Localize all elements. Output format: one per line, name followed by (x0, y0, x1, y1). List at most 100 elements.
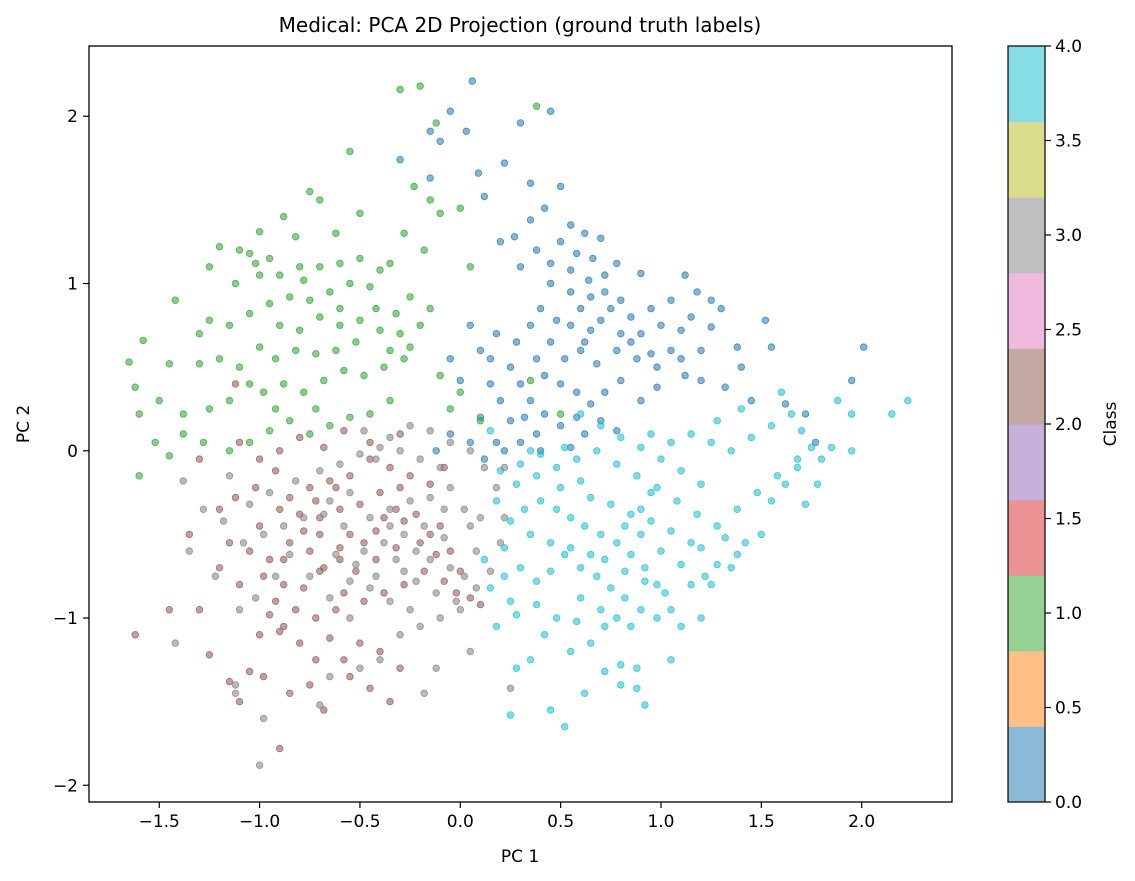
data-point (312, 497, 320, 505)
data-point (426, 530, 434, 539)
data-point (225, 677, 234, 686)
data-point (727, 447, 735, 455)
data-point (396, 85, 404, 94)
data-point (567, 321, 575, 329)
data-point (466, 321, 474, 329)
data-point (426, 196, 434, 204)
data-point (386, 346, 394, 355)
data-point (637, 330, 645, 338)
data-point (332, 483, 340, 492)
data-point (135, 410, 143, 418)
data-point (406, 293, 414, 301)
data-point (546, 567, 555, 575)
data-point (647, 430, 655, 438)
data-point (406, 472, 414, 480)
plot-frame (88, 45, 953, 803)
data-point (326, 634, 334, 642)
data-point (577, 564, 585, 572)
data-point (476, 346, 485, 355)
data-point (276, 744, 284, 753)
data-point (332, 346, 340, 355)
colorbar-tick-label: 4.0 (1055, 37, 1082, 57)
data-point (532, 430, 541, 438)
data-point (741, 539, 749, 547)
data-point (713, 417, 721, 425)
data-point (500, 159, 509, 167)
data-point (286, 417, 294, 425)
data-point (637, 530, 645, 539)
data-point (460, 572, 468, 580)
data-point (400, 580, 408, 589)
data-point (526, 656, 535, 664)
data-point (446, 430, 454, 438)
data-point (597, 234, 605, 242)
data-point (567, 647, 575, 656)
data-point (255, 227, 264, 236)
data-point (761, 316, 770, 324)
data-point (532, 355, 541, 363)
colorbar-band (1008, 121, 1045, 198)
data-point (621, 594, 629, 602)
data-point (667, 606, 675, 614)
data-point (225, 539, 234, 547)
data-point (474, 169, 483, 177)
data-point (496, 396, 505, 405)
data-point (597, 422, 605, 430)
data-point (697, 376, 705, 385)
data-point (717, 304, 725, 313)
data-point (561, 723, 569, 731)
colorbar-band (1008, 726, 1045, 803)
data-point (235, 580, 244, 589)
data-point (767, 343, 776, 351)
data-point (195, 606, 204, 614)
data-point (727, 564, 735, 572)
data-point (546, 338, 555, 346)
data-point (667, 346, 675, 355)
data-point (757, 530, 765, 539)
data-point (271, 572, 280, 580)
data-point (781, 480, 790, 488)
data-point (637, 505, 645, 513)
data-point (280, 622, 288, 631)
data-point (326, 288, 334, 296)
data-point (259, 388, 268, 396)
series-class-2 (131, 380, 485, 753)
data-point (265, 254, 274, 263)
data-point (737, 405, 745, 413)
data-point (520, 505, 529, 513)
colorbar-band (1008, 46, 1045, 123)
data-point (904, 396, 912, 405)
data-point (512, 338, 521, 346)
data-point (556, 410, 565, 418)
data-point (446, 438, 454, 447)
data-point (396, 447, 404, 455)
data-point (653, 363, 661, 371)
data-point (476, 514, 485, 522)
data-point (265, 611, 274, 619)
data-point (386, 259, 394, 268)
data-point (627, 550, 635, 559)
data-point (346, 672, 354, 681)
data-point (231, 681, 240, 689)
data-point (506, 517, 515, 525)
data-point (352, 338, 360, 346)
data-point (225, 472, 234, 480)
data-point (601, 388, 609, 396)
data-point (801, 410, 810, 418)
data-point (561, 550, 569, 559)
data-point (215, 564, 224, 572)
data-point (607, 500, 615, 508)
data-point (540, 204, 549, 212)
data-point (332, 606, 340, 614)
data-point (540, 410, 549, 418)
data-point (380, 514, 388, 522)
data-point (400, 530, 408, 539)
data-point (312, 405, 320, 413)
data-point (747, 396, 755, 405)
data-point (386, 396, 394, 405)
data-point (641, 701, 649, 709)
data-point (601, 622, 609, 631)
data-point (492, 497, 501, 505)
data-point (793, 455, 802, 463)
